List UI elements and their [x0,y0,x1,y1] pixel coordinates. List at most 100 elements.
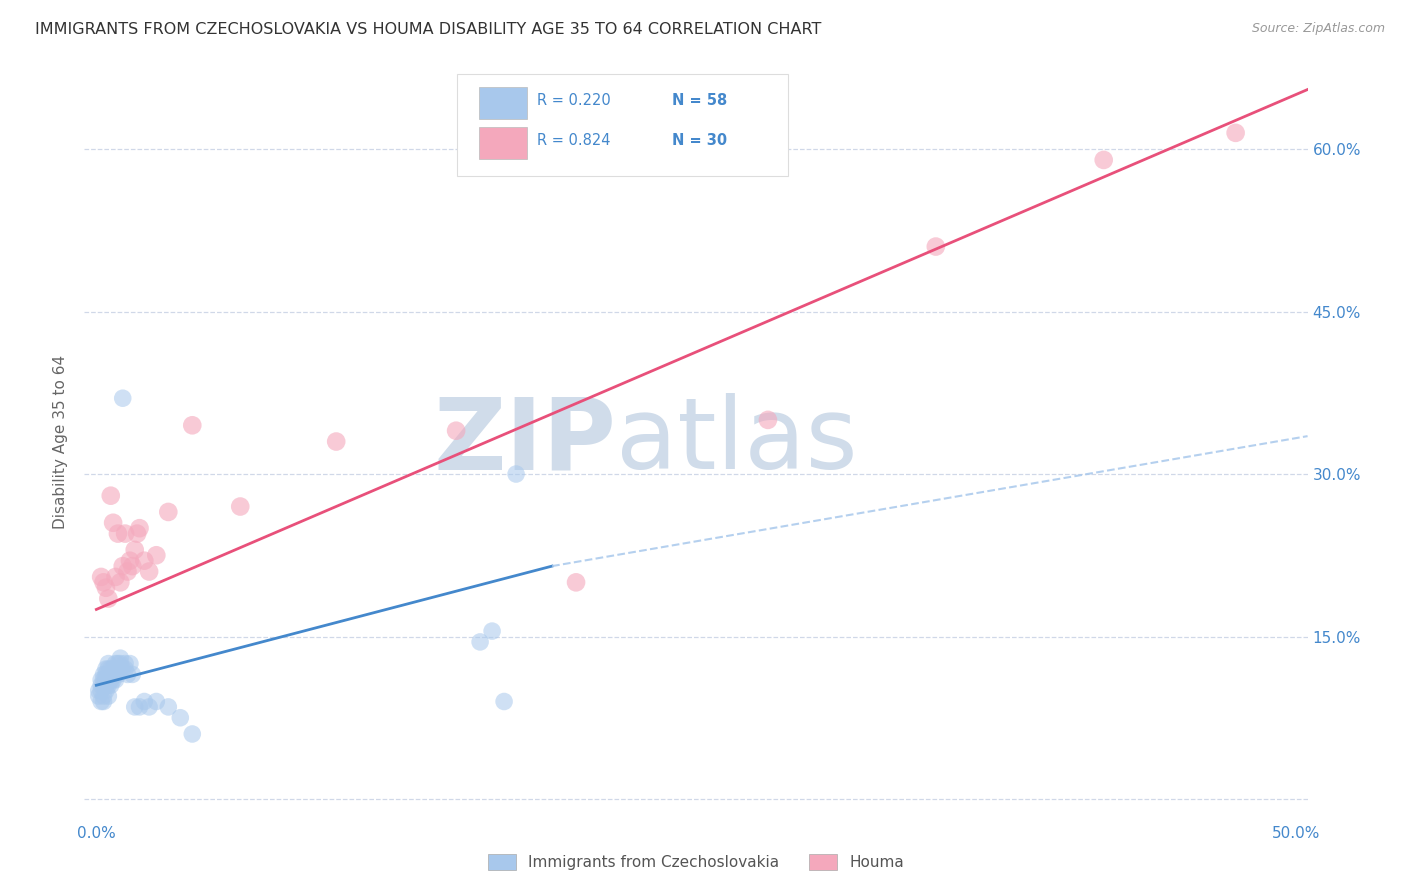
Point [87,683,110,698]
Point [1092,153,1115,167]
Point [444,424,467,438]
Text: N = 58: N = 58 [672,93,727,108]
Point [94,667,117,681]
Point [118,657,141,671]
Point [1225,126,1247,140]
Point [925,239,948,253]
Text: atlas: atlas [616,393,858,490]
Point [494,694,516,708]
Point [93,673,115,687]
Point [325,434,347,449]
Point [111,662,134,676]
Point [100,673,122,687]
Text: ZIP: ZIP [433,393,616,490]
Point [97,667,120,681]
Text: N = 30: N = 30 [672,133,727,148]
Point [90,694,112,708]
Point [181,418,204,433]
Point [93,694,115,708]
Point [104,667,127,681]
Point [117,565,139,579]
Legend: Immigrants from Czechoslovakia, Houma: Immigrants from Czechoslovakia, Houma [488,854,904,870]
Point [107,526,129,541]
Point [90,683,112,698]
Point [134,554,156,568]
Point [104,662,127,676]
Point [101,662,124,676]
Point [128,521,150,535]
Point [565,575,588,590]
Point [100,662,122,676]
Point [118,554,141,568]
Point [481,624,503,639]
Point [145,548,167,563]
Point [93,667,115,681]
Point [157,699,180,714]
Point [97,662,120,676]
Point [104,673,127,687]
Text: Source: ZipAtlas.com: Source: ZipAtlas.com [1251,22,1385,36]
Point [117,667,139,681]
Point [90,570,112,584]
Point [128,699,150,714]
Text: R = 0.220: R = 0.220 [537,93,610,108]
Point [101,667,124,681]
Point [134,694,156,708]
Point [90,673,112,687]
Point [114,662,136,676]
Point [468,635,491,649]
FancyBboxPatch shape [479,87,527,120]
Point [97,591,120,606]
Point [93,678,115,692]
Text: R = 0.824: R = 0.824 [537,133,610,148]
Point [101,673,124,687]
Point [157,505,180,519]
Point [100,667,122,681]
Point [181,727,204,741]
Y-axis label: Disability Age 35 to 64: Disability Age 35 to 64 [53,354,69,529]
Point [94,683,117,698]
Point [124,542,146,557]
Point [94,673,117,687]
Point [94,581,117,595]
FancyBboxPatch shape [479,127,527,159]
Point [138,699,160,714]
Point [505,467,527,481]
Point [121,559,143,574]
Point [114,526,136,541]
Point [138,565,160,579]
Point [93,689,115,703]
FancyBboxPatch shape [457,74,787,177]
Point [114,657,136,671]
Point [101,516,124,530]
Point [97,678,120,692]
Point [756,413,779,427]
Point [121,667,143,681]
Point [97,689,120,703]
Point [229,500,252,514]
Point [104,570,127,584]
Point [100,678,122,692]
Point [107,657,129,671]
Point [97,657,120,671]
Point [124,699,146,714]
Point [110,657,132,671]
Point [94,678,117,692]
Point [111,559,134,574]
Point [111,391,134,405]
Point [104,657,127,671]
Point [145,694,167,708]
Point [110,662,132,676]
Point [93,575,115,590]
Point [87,689,110,703]
Point [94,662,117,676]
Point [127,526,149,541]
Point [169,711,191,725]
Point [107,667,129,681]
Text: IMMIGRANTS FROM CZECHOSLOVAKIA VS HOUMA DISABILITY AGE 35 TO 64 CORRELATION CHAR: IMMIGRANTS FROM CZECHOSLOVAKIA VS HOUMA … [35,22,821,37]
Point [90,678,112,692]
Point [110,575,132,590]
Point [100,489,122,503]
Point [107,662,129,676]
Point [110,651,132,665]
